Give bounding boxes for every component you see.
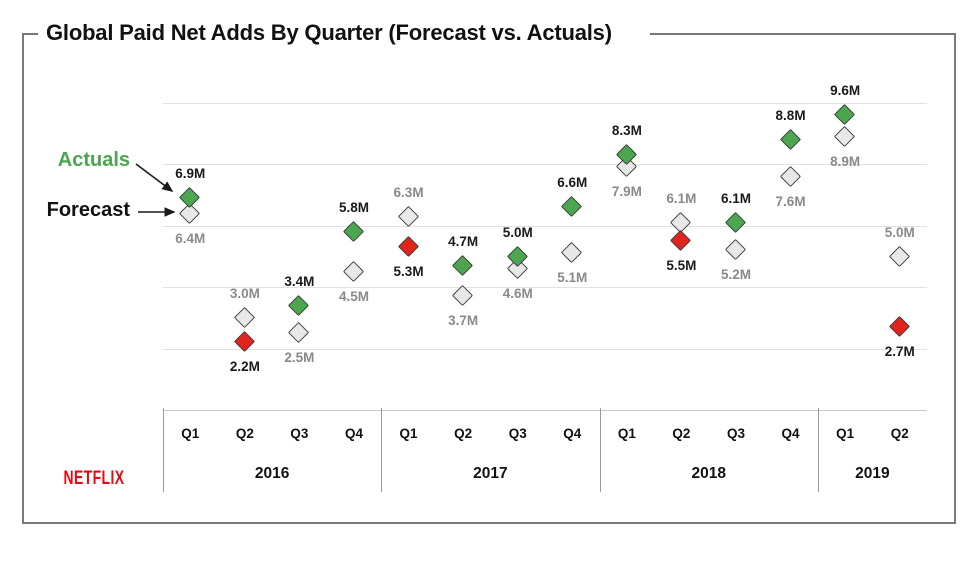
- frame-top-left-segment: [22, 33, 38, 35]
- frame-left: [22, 33, 24, 524]
- actual-diamond: [724, 211, 747, 233]
- actual-value-label: 2.2M: [229, 359, 260, 375]
- quarter-label: Q4: [344, 426, 363, 441]
- forecast-value-label: 8.9M: [830, 153, 861, 169]
- actual-diamond: [561, 196, 583, 218]
- forecast-value-label: 6.3M: [393, 184, 424, 200]
- actual-value-label: 2.7M: [884, 344, 915, 360]
- frame-bottom: [22, 522, 956, 524]
- actual-diamond: [342, 220, 365, 243]
- forecast-diamond: [342, 260, 365, 282]
- forecast-value-label: 7.6M: [775, 193, 806, 209]
- frame-right: [954, 33, 956, 524]
- actual-value-label: 4.7M: [448, 233, 479, 249]
- actual-diamond: [288, 294, 310, 316]
- actual-value-label: 6.1M: [720, 190, 751, 206]
- actual-diamond: [834, 104, 856, 126]
- forecast-diamond: [397, 205, 419, 227]
- gridline: [163, 287, 927, 289]
- actual-diamond: [506, 245, 528, 267]
- forecast-value-label: 5.0M: [884, 224, 915, 240]
- forecast-value-label: 5.1M: [557, 270, 588, 286]
- forecast-value-label: 2.5M: [284, 350, 315, 366]
- forecast-diamond: [233, 306, 255, 328]
- axis-baseline: [163, 410, 927, 411]
- quarter-label: Q1: [399, 426, 418, 441]
- actual-diamond: [179, 187, 201, 209]
- year-label: 2019: [855, 465, 890, 482]
- year-label: 2017: [473, 465, 508, 482]
- quarter-label: Q4: [563, 426, 582, 441]
- actual-diamond: [888, 316, 910, 338]
- actual-value-label: 5.5M: [666, 258, 697, 274]
- actual-value-label: 8.8M: [775, 107, 806, 123]
- quarter-label: Q3: [726, 426, 745, 441]
- year-separator: [599, 408, 601, 492]
- forecast-value-label: 4.5M: [338, 288, 369, 304]
- actual-diamond: [670, 230, 692, 252]
- actual-value-label: 8.3M: [611, 123, 642, 139]
- forecast-value-label: 3.7M: [448, 313, 479, 329]
- chart-title: Global Paid Net Adds By Quarter (Forecas…: [46, 20, 612, 45]
- quarter-label: Q4: [781, 426, 800, 441]
- quarter-label: Q3: [290, 426, 309, 441]
- actual-value-label: 5.3M: [393, 264, 424, 280]
- year-separator: [381, 408, 383, 492]
- year-label: 2018: [691, 465, 726, 482]
- gridline: [163, 103, 927, 104]
- legend-arrows: [135, 163, 176, 217]
- forecast-diamond: [724, 239, 747, 261]
- forecast-value-label: 5.2M: [720, 267, 751, 283]
- frame-top-right-segment: [650, 33, 956, 35]
- gridline: [163, 164, 927, 166]
- gridline: [163, 348, 927, 350]
- actual-value-label: 5.8M: [338, 199, 369, 215]
- netflix-logo: NETFLIX: [63, 466, 125, 489]
- forecast-value-label: 3.0M: [229, 285, 260, 301]
- quarter-label: Q1: [836, 426, 855, 441]
- forecast-diamond: [288, 322, 310, 344]
- actual-value-label: 5.0M: [502, 224, 533, 240]
- forecast-diamond: [834, 125, 856, 147]
- year-separator: [163, 408, 164, 492]
- forecast-diamond: [561, 242, 583, 264]
- quarter-label: Q2: [672, 426, 691, 441]
- actual-diamond: [397, 236, 419, 258]
- quarter-label: Q2: [235, 426, 254, 441]
- forecast-value-label: 6.1M: [666, 190, 697, 206]
- year-separator: [817, 408, 819, 492]
- quarter-label: Q2: [454, 426, 473, 441]
- quarter-label: Q2: [890, 426, 909, 441]
- forecast-diamond: [779, 165, 801, 187]
- actual-diamond: [452, 254, 474, 276]
- actual-value-label: 6.9M: [175, 166, 206, 182]
- forecast-value-label: 6.4M: [175, 230, 206, 246]
- quarter-label: Q1: [617, 426, 636, 441]
- actuals-arrow-icon: [135, 163, 174, 192]
- actual-value-label: 3.4M: [284, 273, 315, 289]
- year-label: 2016: [254, 465, 290, 482]
- forecast-diamond: [452, 285, 474, 307]
- actual-diamond: [779, 128, 801, 150]
- actual-value-label: 6.6M: [557, 175, 588, 191]
- gridline: [163, 225, 927, 227]
- forecast-diamond: [888, 245, 910, 267]
- forecast-value-label: 7.9M: [611, 184, 642, 200]
- legend-actuals-label: Actuals: [57, 149, 130, 171]
- legend-forecast-label: Forecast: [46, 199, 130, 221]
- forecast-value-label: 4.6M: [502, 285, 533, 301]
- quarter-label: Q1: [181, 426, 200, 441]
- quarter-label: Q3: [508, 426, 527, 441]
- actual-value-label: 9.6M: [830, 83, 861, 99]
